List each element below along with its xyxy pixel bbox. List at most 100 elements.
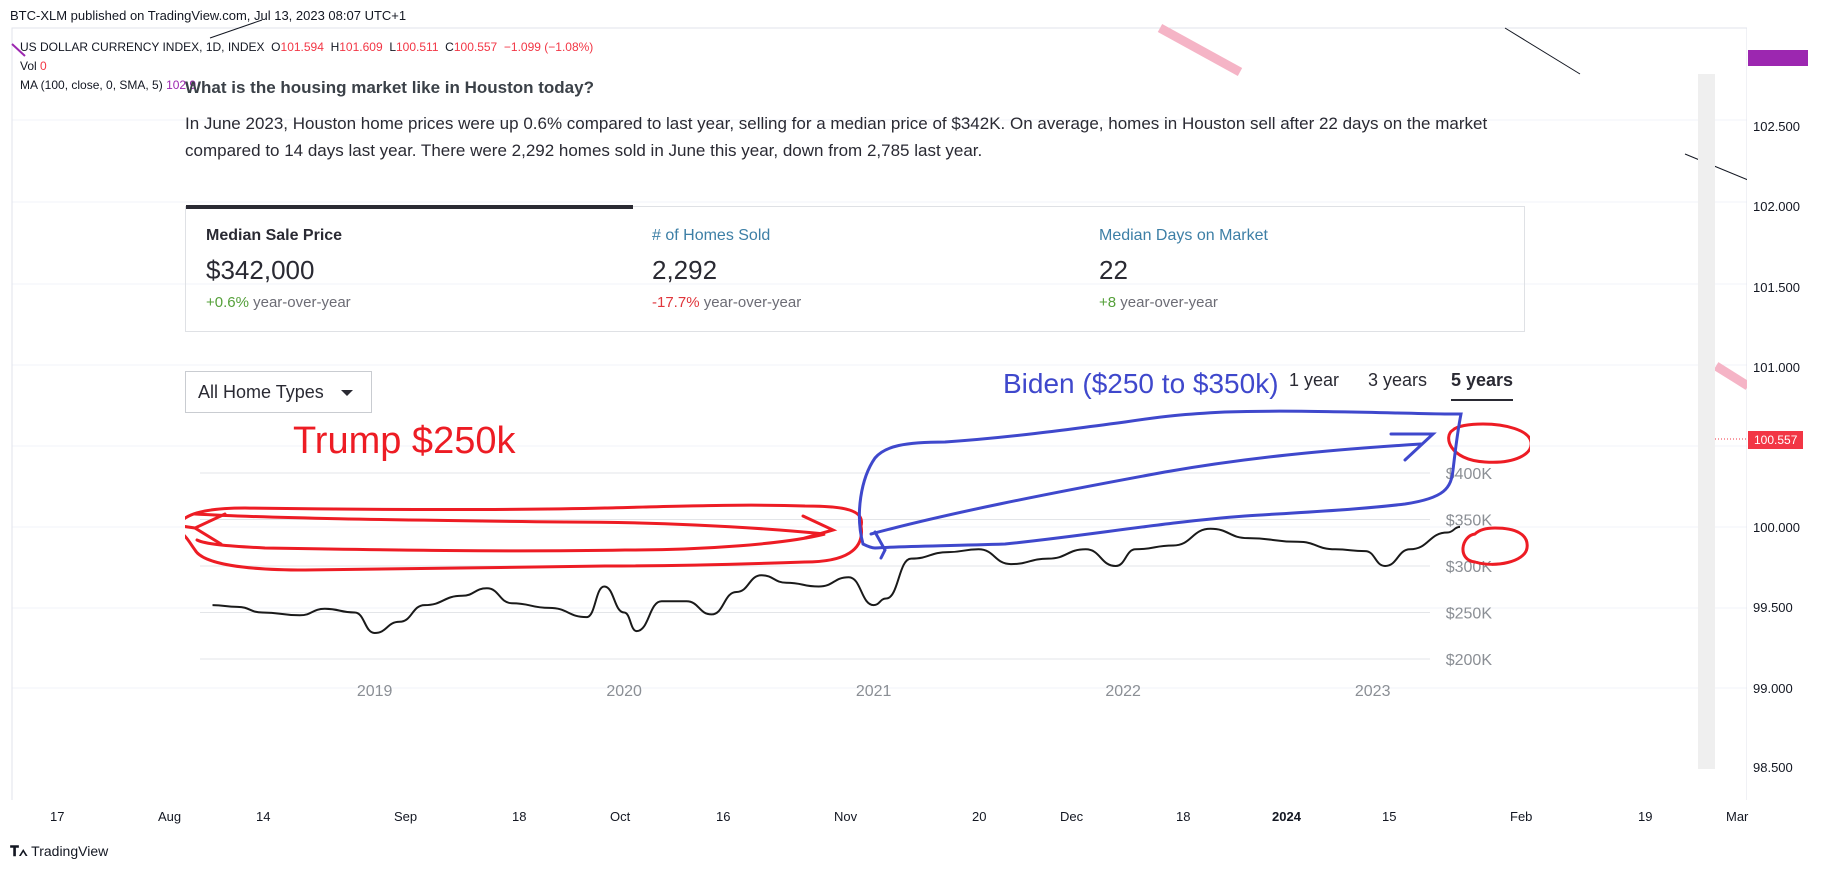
time-tick: Oct: [610, 809, 631, 824]
scrollbar-track[interactable]: [1698, 74, 1715, 769]
time-axis[interactable]: 17 Aug 14 Sep 18 Oct 16 Nov 20 Dec 18 20…: [0, 805, 1749, 829]
price-tick: 99.500: [1753, 600, 1793, 615]
chevron-down-icon: [341, 390, 353, 396]
y-tick-label: $250K: [1446, 606, 1493, 623]
legend-vol: 0: [40, 59, 47, 73]
red-inner-loop: [193, 512, 826, 553]
median-price-line: [212, 525, 1461, 635]
stat-change-suffix: year-over-year: [703, 294, 802, 311]
tv-candle-band: [1713, 362, 1747, 390]
range-1-year[interactable]: 1 year: [1289, 370, 1340, 390]
time-tick: 20: [972, 809, 987, 824]
legend-main-row: US DOLLAR CURRENCY INDEX, 1D, INDEX O 101…: [20, 38, 593, 57]
time-tick: 16: [716, 809, 731, 824]
x-tick-label: 2023: [1355, 683, 1391, 700]
range-3-years[interactable]: 3 years: [1368, 370, 1428, 390]
legend-low-label: L: [389, 40, 396, 54]
biden-annotation: Biden ($250 to $350k): [1003, 368, 1279, 399]
stat-label: Median Sale Price: [206, 227, 343, 244]
red-annotation: [185, 422, 1530, 572]
stat-value: 22: [1099, 255, 1128, 285]
home-type-dropdown[interactable]: All Home Types: [185, 371, 372, 413]
tv-trendline: [1504, 27, 1581, 75]
time-tick: 17: [50, 809, 65, 824]
blue-inner-stroke: [869, 442, 1423, 536]
time-tick: Mar: [1726, 809, 1749, 824]
y-tick-label: $200K: [1446, 652, 1493, 669]
legend-change: −1.099 (−1.08%): [503, 40, 594, 54]
time-tick: 14: [256, 809, 271, 824]
x-tick-label: 2019: [357, 683, 393, 700]
time-tick: Nov: [834, 809, 858, 824]
blue-annotation: [857, 409, 1463, 560]
x-tick-label: 2021: [856, 683, 892, 700]
price-tick: 102.500: [1753, 119, 1800, 134]
tradingview-logo-icon: 𝐓∧: [10, 843, 28, 859]
legend-low: 100.511: [396, 40, 439, 54]
publish-header: BTC-XLM published on TradingView.com, Ju…: [10, 8, 407, 23]
stat-value: $342,000: [206, 255, 315, 285]
legend-open-label: O: [271, 40, 281, 54]
stat-value: 2,292: [652, 255, 718, 285]
footer-brand: TradingView: [31, 843, 109, 859]
time-tick: 2024: [1272, 809, 1301, 824]
stat-change-row: +8 year-over-year: [1099, 294, 1268, 311]
price-axis[interactable]: 102.500 102.000 101.500 101.000 100.000 …: [1747, 0, 1824, 800]
chart-y-ticks: $400K$350K$300K$250K$200K: [1446, 466, 1493, 669]
blue-left-tick: [873, 530, 887, 560]
legend-high: 101.609: [339, 40, 383, 54]
legend-ma: 102.9: [166, 78, 197, 92]
home-type-value: All Home Types: [198, 382, 324, 402]
red-right-arrow: [801, 514, 838, 540]
tv-plot-border: [11, 27, 1747, 800]
blue-loop-stroke: [857, 409, 1463, 550]
legend-vol-row: Vol 0: [20, 57, 593, 76]
legend-ma-label: MA (100, close, 0, SMA, 5): [20, 78, 163, 92]
trump-annotation: Trump $250k: [293, 420, 516, 462]
time-tick: Dec: [1060, 809, 1084, 824]
time-tick: 15: [1382, 809, 1397, 824]
median-price-chart: $400K$350K$300K$250K$200K 2019 2020 2021 20…: [185, 409, 1530, 700]
price-tick: 101.000: [1753, 360, 1800, 375]
time-tick: 18: [1176, 809, 1191, 824]
time-tick: 19: [1638, 809, 1653, 824]
stat-change-suffix: year-over-year: [1120, 294, 1218, 311]
time-tick: Feb: [1510, 809, 1533, 824]
blue-arrowhead: [1389, 432, 1437, 462]
chart-x-ticks: 2019 2020 2021 2022 2023: [357, 683, 1391, 700]
tv-trendline: [1684, 153, 1747, 181]
red-circle-250k: [1461, 526, 1529, 566]
article-summary: In June 2023, Houston home prices were u…: [185, 114, 1488, 160]
stat-change: +0.6%: [206, 294, 249, 311]
tv-ma-line: [11, 43, 26, 57]
x-tick-label: 2020: [606, 683, 642, 700]
tv-grid: [12, 119, 1747, 689]
y-tick-label: $350K: [1446, 513, 1493, 530]
stat-change: -17.7%: [652, 294, 700, 311]
chart-gridlines: [200, 472, 1430, 660]
stat-label: # of Homes Sold: [652, 227, 771, 244]
legend-ma-row: MA (100, close, 0, SMA, 5) 102.9: [20, 76, 593, 95]
red-loop-stroke: [185, 503, 863, 572]
stat-change-row: -17.7% year-over-year: [652, 294, 801, 311]
price-tick: 100.000: [1753, 520, 1800, 535]
stat-label: Median Days on Market: [1099, 227, 1268, 244]
active-stat-indicator: [186, 205, 633, 209]
red-circle-350k: [1447, 422, 1530, 464]
price-tick: 101.500: [1753, 280, 1800, 295]
price-tick: 98.500: [1753, 760, 1793, 775]
x-tick-label: 2022: [1105, 683, 1141, 700]
tradingview-chart: [11, 19, 1747, 800]
stat-homes-sold[interactable]: # of Homes Sold 2,292 -17.7% year-over-y…: [652, 227, 801, 311]
price-tick: 102.000: [1753, 199, 1800, 214]
legend-close: 100.557: [453, 40, 498, 54]
stat-days-on-market[interactable]: Median Days on Market 22 +8 year-over-ye…: [1099, 227, 1268, 311]
tradingview-footer: 𝐓∧ TradingView: [10, 843, 108, 860]
time-tick: Sep: [394, 809, 418, 824]
stat-median-sale-price[interactable]: Median Sale Price $342,000 +0.6% year-ov…: [206, 227, 351, 311]
time-tick: Aug: [158, 809, 182, 824]
range-5-years[interactable]: 5 years: [1451, 370, 1514, 401]
legend-symbol: US DOLLAR CURRENCY INDEX, 1D, INDEX: [20, 40, 265, 54]
price-tick: 99.000: [1753, 681, 1793, 696]
legend-vol-label: Vol: [20, 59, 37, 73]
